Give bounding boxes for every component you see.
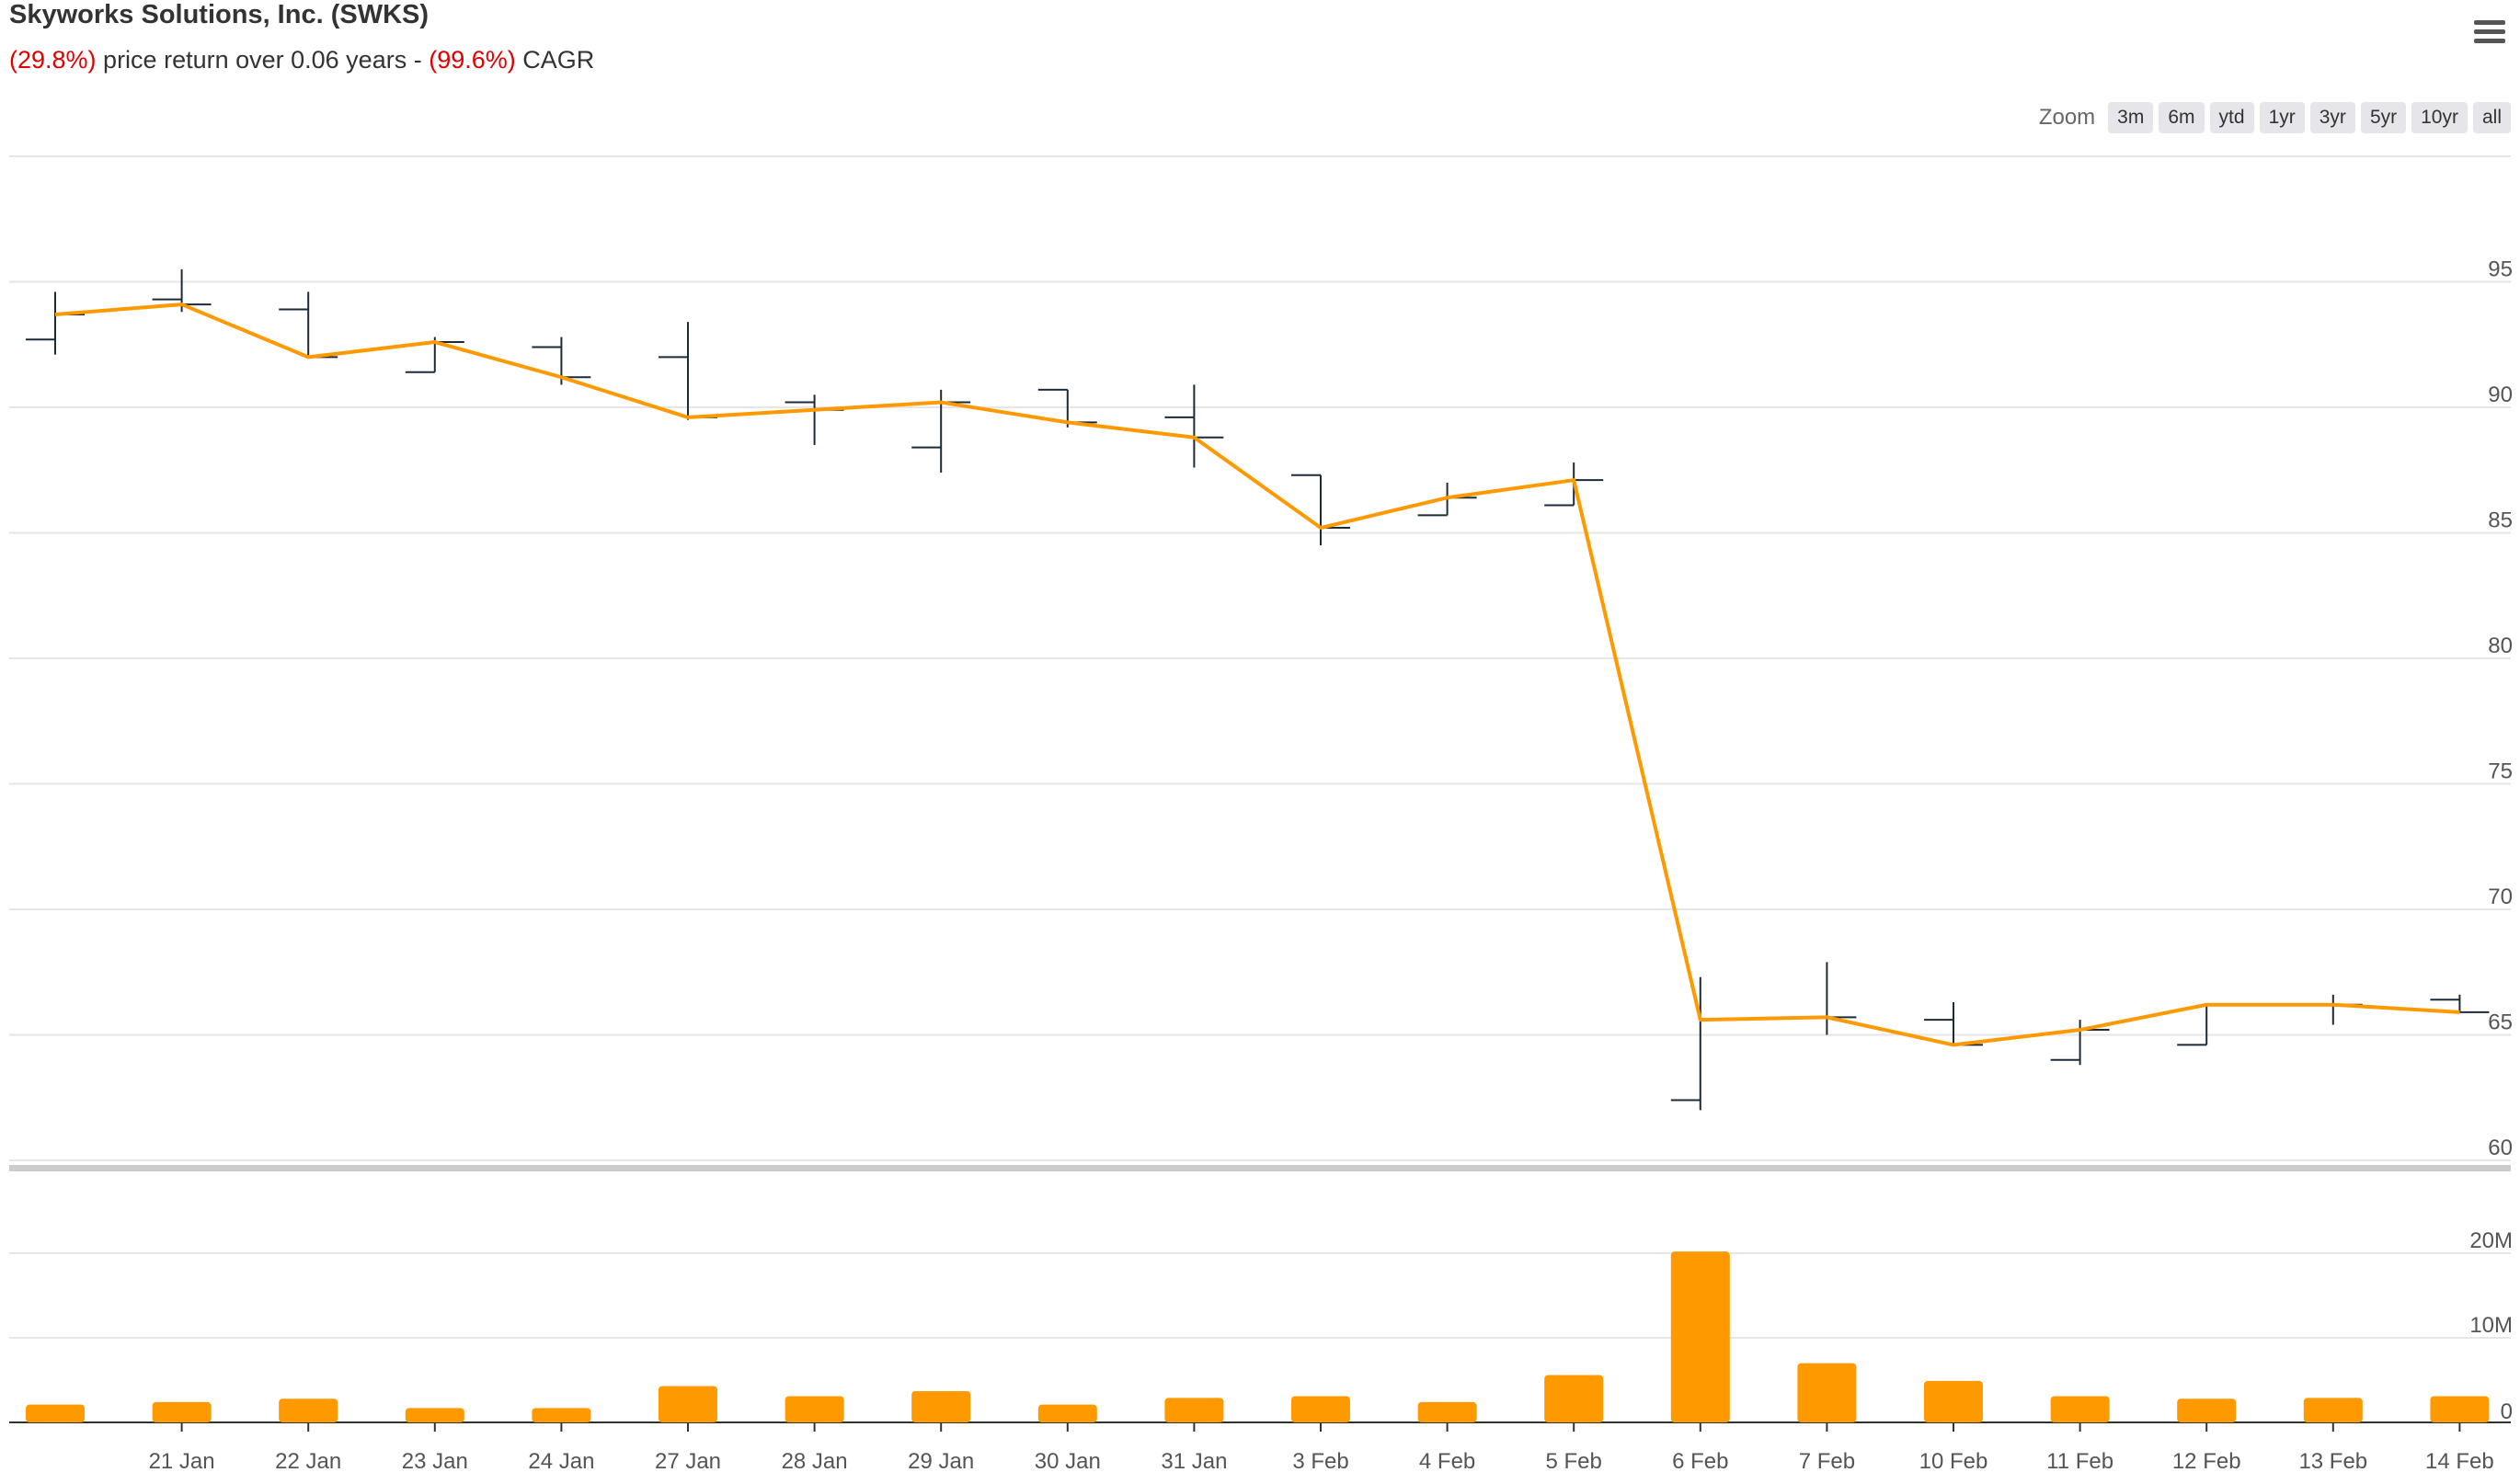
x-axis-label: 29 Jan <box>908 1449 974 1474</box>
price-axis-label: 90 <box>2488 382 2513 407</box>
x-axis-label: 6 Feb <box>1672 1449 1728 1474</box>
volume-bar <box>1924 1380 1983 1422</box>
ohlc-bar <box>2177 1003 2237 1046</box>
chart-title: Skyworks Solutions, Inc. (SWKS) <box>9 0 430 29</box>
ohlc-bar <box>785 394 844 445</box>
x-axis-label: 3 Feb <box>1292 1449 1348 1474</box>
volume-axis-label: 0 <box>2501 1399 2513 1424</box>
x-axis-label: 22 Jan <box>275 1449 341 1474</box>
volume-bar <box>2177 1398 2237 1422</box>
zoom-button-all[interactable]: all <box>2472 102 2511 133</box>
ohlc-bar <box>1164 384 1224 468</box>
volume-bar <box>1670 1251 1730 1422</box>
x-axis-label: 4 Feb <box>1419 1449 1475 1474</box>
price-axis-label: 85 <box>2488 508 2513 533</box>
volume-bar <box>1544 1375 1604 1422</box>
zoom-button-ytd[interactable]: ytd <box>2209 102 2254 133</box>
ohlc-bar <box>2303 994 2363 1025</box>
volume-bar <box>659 1386 717 1422</box>
x-axis-label: 24 Jan <box>528 1449 594 1474</box>
volume-bar <box>1164 1398 1224 1422</box>
x-axis-label: 27 Jan <box>655 1449 721 1474</box>
zoom-button-10yr[interactable]: 10yr <box>2411 102 2468 133</box>
zoom-button-3yr[interactable]: 3yr <box>2309 102 2355 133</box>
volume-bar <box>26 1404 85 1422</box>
x-axis-label: 7 Feb <box>1799 1449 1855 1474</box>
zoom-button-6m[interactable]: 6m <box>2159 102 2205 133</box>
ohlc-bars <box>26 268 2490 1111</box>
ohlc-bar <box>1924 1002 1983 1046</box>
price-axis-label: 80 <box>2488 634 2513 658</box>
volume-bar <box>279 1398 338 1422</box>
zoom-button-5yr[interactable]: 5yr <box>2360 102 2407 133</box>
price-axis-label: 65 <box>2488 1010 2513 1035</box>
volume-bar <box>2303 1398 2363 1422</box>
volume-bar <box>785 1396 844 1422</box>
x-axis-label: 23 Jan <box>402 1449 468 1474</box>
x-axis-label: 30 Jan <box>1035 1449 1101 1474</box>
x-axis-label: 13 Feb <box>2298 1449 2367 1474</box>
volume-bar <box>405 1408 464 1422</box>
price-axis-label: 95 <box>2488 257 2513 282</box>
zoom-button-1yr[interactable]: 1yr <box>2259 102 2305 133</box>
volume-bar <box>1291 1396 1350 1422</box>
price-return-value: (29.8%) <box>9 46 97 74</box>
x-axis-label: 11 Feb <box>2046 1449 2113 1474</box>
price-axis-label: 70 <box>2488 885 2513 909</box>
subtitle-middle-text: price return over 0.06 years - <box>96 46 430 74</box>
cagr-value: (99.6%) <box>429 46 516 74</box>
hamburger-menu-icon[interactable] <box>2474 20 2505 48</box>
close-price-line <box>54 303 2460 1047</box>
price-grid: 95 90 85 80 75 70 65 60 <box>9 257 2513 1161</box>
volume-axis-label: 10M <box>2469 1313 2513 1338</box>
zoom-label: Zoom <box>2038 105 2096 130</box>
price-axis-label: 60 <box>2488 1136 2513 1160</box>
ohlc-bar <box>1797 962 1857 1035</box>
volume-grid: 20M 10M 0 <box>9 1228 2513 1424</box>
volume-bar <box>1417 1401 1477 1422</box>
chart-subtitle: (29.8%) price return over 0.06 years - (… <box>9 46 594 74</box>
zoom-bar: Zoom 3m 6m ytd 1yr 3yr 5yr 10yr all <box>2039 101 2511 134</box>
x-axis-label: 14 Feb <box>2425 1449 2494 1474</box>
ohlc-bar <box>1291 474 1350 546</box>
ohlc-bar <box>1670 976 1730 1111</box>
volume-bar <box>911 1390 971 1422</box>
pane-separator <box>9 1165 2511 1171</box>
volume-bar <box>532 1408 591 1422</box>
volume-bar <box>2430 1396 2490 1422</box>
x-axis-label: 31 Jan <box>1161 1449 1227 1474</box>
subtitle-end-text: CAGR <box>515 46 595 74</box>
ohlc-bar <box>26 291 85 355</box>
volume-bar <box>1037 1404 1097 1422</box>
x-axis-label: 28 Jan <box>782 1449 848 1474</box>
volume-bar <box>1797 1363 1857 1422</box>
ohlc-bar <box>659 322 717 420</box>
x-axis-label: 21 Jan <box>149 1449 215 1474</box>
ohlc-bar <box>2430 994 2490 1013</box>
volume-bar <box>152 1401 212 1422</box>
x-axis: 21 Jan 22 Jan 23 Jan 24 Jan 27 Jan 28 Jan 29 J… <box>149 1422 2494 1474</box>
x-axis-label: 10 Feb <box>1919 1449 1988 1474</box>
zoom-button-3m[interactable]: 3m <box>2108 102 2154 133</box>
volume-axis-label: 20M <box>2469 1228 2513 1253</box>
x-axis-label: 5 Feb <box>1546 1449 1602 1474</box>
volume-bar <box>2050 1396 2110 1422</box>
x-axis-label: 12 Feb <box>2172 1449 2241 1474</box>
volume-bars <box>26 1251 2490 1422</box>
price-axis-label: 75 <box>2488 759 2513 784</box>
